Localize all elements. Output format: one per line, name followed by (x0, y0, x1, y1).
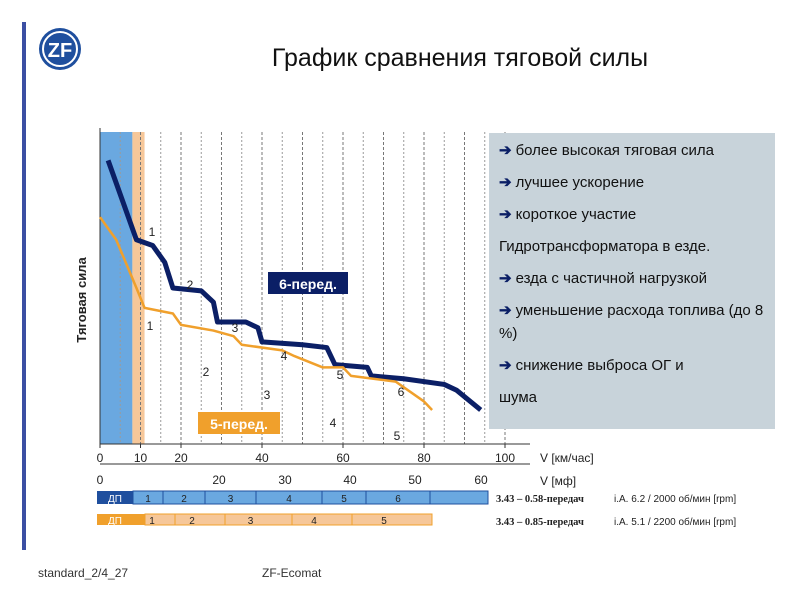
gear-label: 2 (203, 365, 210, 379)
arrow-right-icon: ➔ (499, 174, 512, 191)
series-line (98, 216, 434, 411)
arrow-right-icon: ➔ (499, 206, 512, 223)
gear-segment-label: 5 (341, 494, 347, 505)
benefit-text: Гидротрансформатора в езде. (499, 238, 711, 255)
series-label-box (198, 412, 280, 434)
benefit-item: ➔ лучшее ускорение (499, 171, 765, 194)
benefit-item: ➔ короткое участие (499, 203, 765, 226)
benefit-text: более высокая тяговая сила (515, 142, 714, 159)
ratio-info-5: i.A. 5.1 / 2200 об/мин [rpm] (614, 516, 736, 528)
gear-label: 4 (281, 349, 288, 363)
x-tick-label: 10 (134, 451, 148, 465)
gear-segment-label: 3 (228, 494, 234, 505)
ratio-label-5: 3.43 – 0.85-передач (496, 517, 584, 528)
gear-label: 1 (147, 319, 154, 333)
series-label-6: 6-перед. (279, 276, 337, 292)
x-axis-label-kmh: V [км/час] (540, 451, 594, 465)
benefit-text: короткое участие (515, 206, 637, 223)
gear-segment (429, 490, 489, 505)
left-accent-bar (22, 22, 26, 550)
gear-segment-label: 1 (149, 516, 155, 527)
dp-box (97, 491, 133, 504)
dp-box (97, 514, 145, 525)
benefits-box: ➔ более высокая тяговая сила ➔ лучшее ускор… (489, 133, 775, 429)
gear-label: 1 (149, 225, 156, 239)
gear-segment-label: 2 (181, 494, 187, 505)
benefit-item: ➔ более высокая тяговая сила (499, 139, 765, 162)
gear-segment (351, 513, 433, 526)
footer-product: ZF-Ecomat (262, 566, 322, 580)
benefit-text: шума (499, 389, 538, 406)
page-title: График сравнения тяговой силы (271, 44, 649, 72)
benefit-item: ➔ езда с частичной нагрузкой (499, 267, 765, 290)
x-tick-label: 50 (408, 473, 422, 487)
x-tick-label: 0 (97, 451, 104, 465)
gear-label: 6 (398, 385, 405, 399)
x-tick-label: 40 (255, 451, 269, 465)
x-tick-label: 60 (474, 473, 488, 487)
gear-label: 5 (337, 368, 344, 382)
benefit-item: ➔ уменьшение расхода топлива (до 8 %) (499, 299, 765, 345)
x-tick-label: 60 (336, 451, 350, 465)
gear-label: 2 (187, 278, 194, 292)
ratio-info-6: i.A. 6.2 / 2000 об/мин [rpm] (614, 493, 736, 505)
x-tick-label: 20 (212, 473, 226, 487)
gear-segment-label: 6 (395, 494, 401, 505)
dp-label: ДП (108, 494, 122, 505)
benefit-item: ➔ снижение выброса ОГ и (499, 354, 765, 377)
gear-label: 3 (232, 321, 239, 335)
gear-segment-label: 4 (286, 494, 292, 505)
logo-text: ZF (48, 40, 72, 62)
dp-label: ДП (108, 516, 122, 527)
benefit-text: снижение выброса ОГ и (515, 357, 684, 374)
converter-band (132, 132, 145, 444)
x-tick-label: 0 (97, 473, 104, 487)
gear-segment (174, 513, 226, 526)
series-label-box (268, 272, 348, 294)
gear-segment (224, 513, 293, 526)
benefit-text: езда с частичной нагрузкой (515, 270, 708, 287)
x-axis-label-mph: V [мф] (540, 474, 576, 488)
benefit-text: лучшее ускорение (515, 174, 645, 191)
gear-segment-label: 3 (248, 516, 254, 527)
gear-label: 5 (394, 429, 401, 443)
gear-segment-label: 4 (311, 516, 317, 527)
series-label-5: 5-перед. (210, 416, 268, 432)
gear-segment-label: 1 (145, 494, 151, 505)
arrow-right-icon: ➔ (499, 142, 512, 159)
zf-logo: ZF (39, 28, 81, 70)
x-tick-label: 20 (174, 451, 188, 465)
arrow-right-icon: ➔ (499, 270, 512, 287)
x-tick-label: 30 (278, 473, 292, 487)
x-tick-label: 40 (343, 473, 357, 487)
benefit-text: уменьшение расхода топлива (до 8 %) (499, 302, 764, 342)
gear-segment-label: 5 (381, 516, 387, 527)
gear-label: 3 (264, 388, 271, 402)
series-line (105, 159, 483, 412)
x-tick-label: 100 (495, 451, 515, 465)
benefit-item: Гидротрансформатора в езде. (499, 235, 765, 258)
gear-segment (291, 513, 353, 526)
arrow-right-icon: ➔ (499, 302, 512, 319)
arrow-right-icon: ➔ (499, 357, 512, 374)
gear-segment-label: 2 (189, 516, 195, 527)
gear-label: 4 (330, 416, 337, 430)
x-tick-label: 80 (417, 451, 431, 465)
y-axis-label: Тяговая сила (74, 257, 89, 343)
footer-slide-id: standard_2/4_27 (38, 566, 129, 580)
benefit-item: шума (499, 386, 765, 409)
ratio-label-6: 3.43 – 0.58-передач (496, 494, 584, 505)
